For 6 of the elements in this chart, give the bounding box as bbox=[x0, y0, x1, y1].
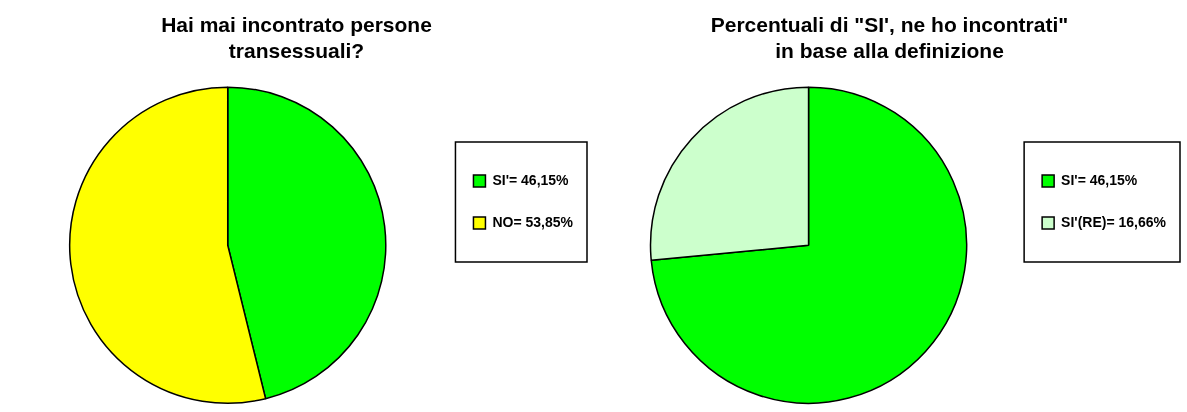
chart-title: Percentuali di "SI', ne ho incontrati" in base alla definizione bbox=[710, 13, 1069, 62]
legend-label: SI'= 46,15% bbox=[492, 171, 570, 188]
legend-label: SI'= 46,15% bbox=[1061, 171, 1138, 188]
legend-label: SI'(RE)= 16,66% bbox=[1061, 213, 1167, 230]
legend-label: NO= 53,85% bbox=[492, 213, 574, 230]
chart-title: Hai mai incontrato persone transessuali? bbox=[161, 13, 432, 62]
